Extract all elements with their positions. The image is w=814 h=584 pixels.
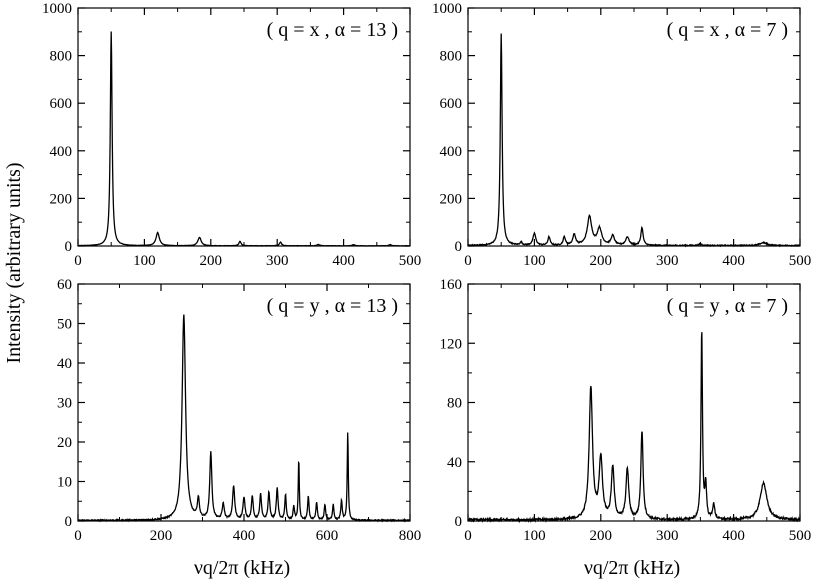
x-tick-label: 600 [316,528,339,544]
x-axis-label-right: νq/2π (kHz) [584,557,680,579]
x-tick-label: 300 [266,253,289,269]
x-tick-label: 100 [523,253,546,269]
y-tick-label: 1000 [432,1,462,17]
y-axis-label: Intensity (arbitrary units) [3,162,25,363]
y-tick-label: 20 [57,435,72,451]
y-tick-label: 40 [57,356,72,372]
x-tick-label: 200 [150,528,173,544]
x-tick-label: 300 [656,253,679,269]
x-tick-label: 500 [789,528,812,544]
y-tick-label: 80 [447,396,462,412]
y-tick-label: 1000 [42,1,72,17]
panel-4: 0 100 200 300 400 500 0 40 80 120 160 ( q = y , α =… [440,277,812,544]
panel-annotation: ( q = x , α = 7 ) [667,19,788,41]
y-tick-label: 200 [50,191,73,207]
x-tick-label: 400 [233,528,256,544]
y-tick-label: 200 [440,191,463,207]
x-tick-label: 400 [722,253,745,269]
y-tick-label: 0 [65,239,73,255]
spectrum-line [467,332,801,524]
x-tick-label: 0 [74,528,82,544]
panel-2: 0 100 200 300 400 500 0 200 400 600 800 1000 ( q = x… [432,1,811,269]
x-tick-label: 100 [133,253,156,269]
x-tick-label: 400 [332,253,355,269]
y-tick-label: 30 [57,396,72,412]
y-tick-label: 10 [57,475,72,491]
y-tick-label: 800 [50,49,73,65]
y-tick-label: 400 [50,144,73,160]
y-tick-label: 120 [440,336,463,352]
panel-1: 0 100 200 300 400 500 0 200 400 600 800 1000 ( q = x… [42,1,421,269]
y-tick-label: 40 [447,455,462,471]
x-axis-label-left: νq/2π (kHz) [194,557,290,579]
panel-annotation: ( q = y , α = 7 ) [667,295,788,317]
x-tick-label: 200 [200,253,223,269]
panel-annotation: ( q = y , α = 13 ) [267,295,398,317]
y-tick-label: 60 [57,277,72,293]
y-tick-label: 0 [65,514,73,530]
x-tick-label: 0 [464,528,472,544]
plot-frame [77,7,411,247]
panel-3: 0 200 400 600 800 0 10 20 30 40 50 60 ( q = y , α = … [57,277,421,544]
spectrum-line [467,33,801,248]
spectrum-line [77,31,411,247]
y-tick-label: 400 [440,144,463,160]
plot-frame [467,283,801,522]
x-tick-label: 200 [590,253,613,269]
y-tick-label: 50 [57,317,72,333]
y-tick-label: 0 [455,239,463,255]
y-tick-label: 160 [440,277,463,293]
x-tick-label: 500 [789,253,812,269]
x-tick-label: 800 [399,528,422,544]
x-tick-label: 500 [399,253,422,269]
plot-frame [77,283,411,522]
x-tick-label: 200 [590,528,613,544]
x-tick-label: 100 [523,528,546,544]
x-tick-label: 300 [656,528,679,544]
y-tick-label: 0 [455,514,463,530]
x-tick-label: 400 [722,528,745,544]
y-tick-label: 600 [50,96,73,112]
spectrum-line [77,314,411,523]
x-tick-label: 0 [74,253,82,269]
plot-frame [467,7,801,247]
panel-annotation: ( q = x , α = 13 ) [267,19,398,41]
x-tick-label: 0 [464,253,472,269]
y-tick-label: 600 [440,96,463,112]
y-tick-label: 800 [440,49,463,65]
